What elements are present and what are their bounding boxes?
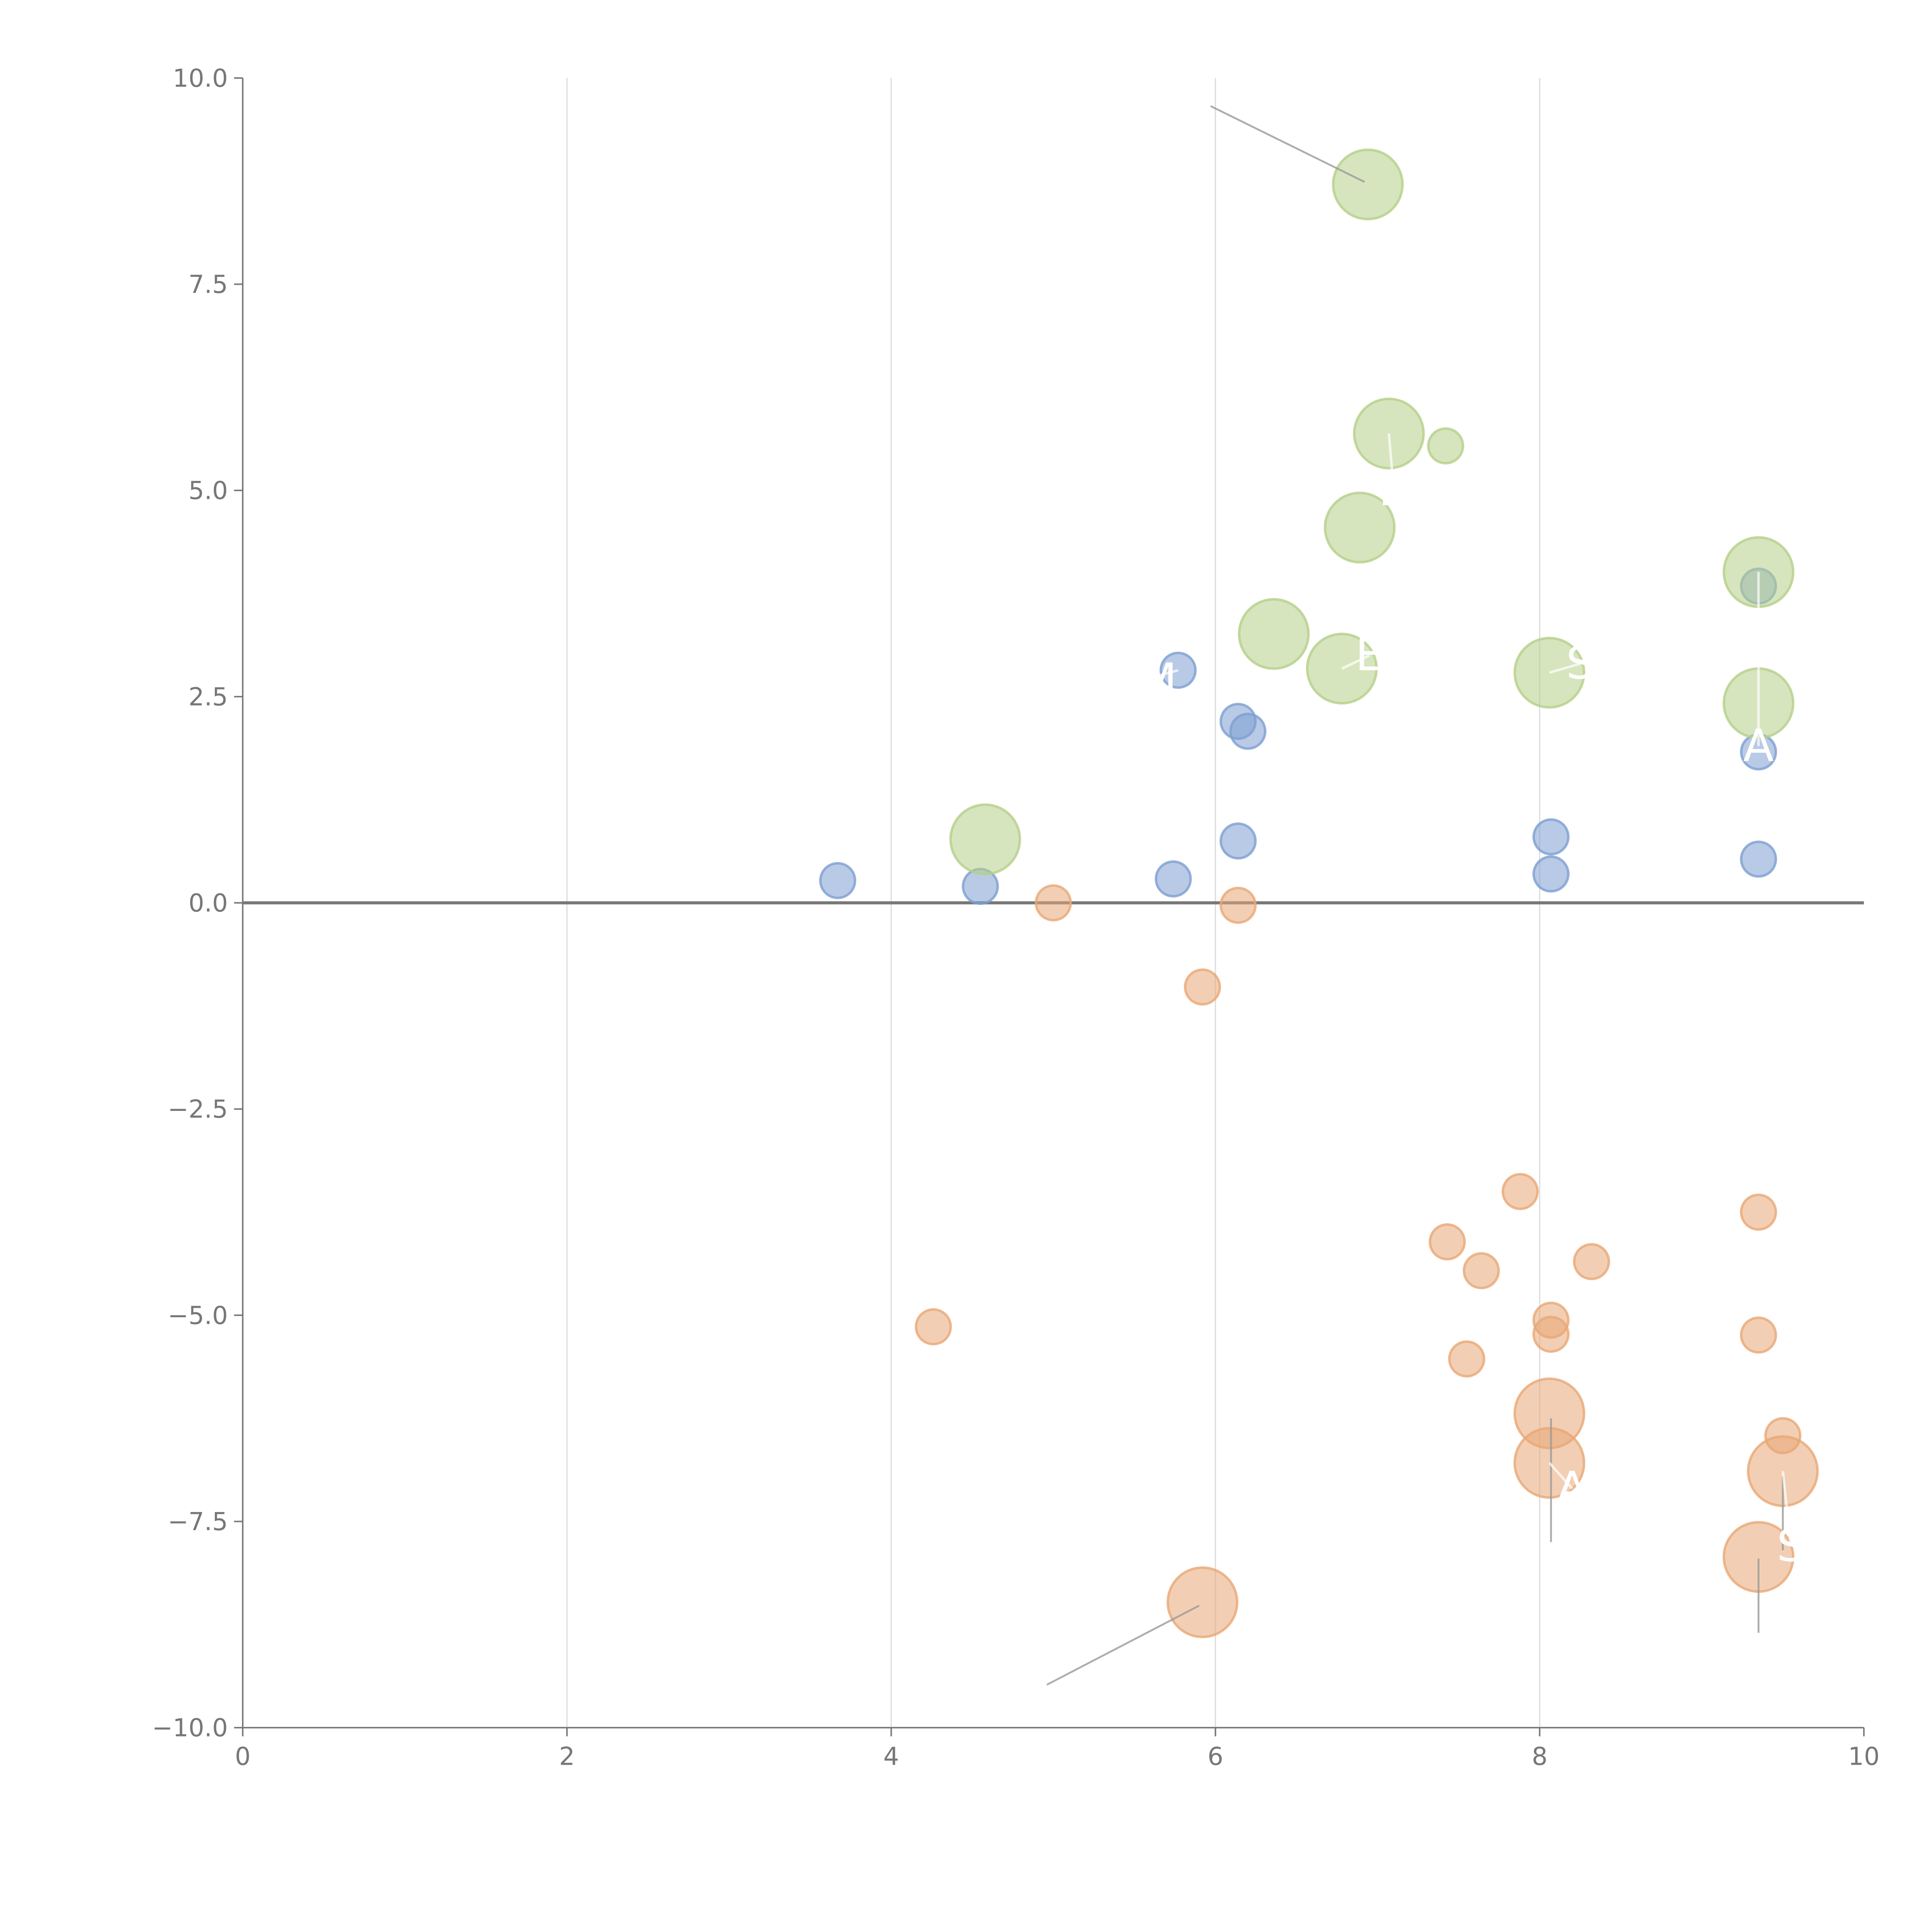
- point-green: [1238, 598, 1310, 670]
- y-tick-label: 7.5: [189, 270, 228, 299]
- point-green: [1332, 148, 1404, 221]
- x-tick-label: 8: [1532, 1742, 1548, 1771]
- annotation-leaders: [1046, 105, 1784, 1686]
- y-tick-label: 0.0: [189, 889, 228, 918]
- point-green: [1323, 492, 1396, 564]
- point-blue: [1532, 855, 1570, 893]
- point-orange: [1166, 1566, 1238, 1638]
- point-blue: [1155, 860, 1192, 898]
- annotation-label: B: [1378, 464, 1409, 516]
- point-orange: [1502, 1173, 1539, 1210]
- point-orange: [1219, 886, 1257, 924]
- x-tick-label: 6: [1208, 1742, 1223, 1771]
- x-tick-label: 4: [883, 1742, 899, 1771]
- point-orange: [1448, 1340, 1485, 1378]
- point-blue: [1740, 840, 1777, 878]
- point-orange: [915, 1308, 952, 1345]
- label-leader: [1549, 662, 1581, 674]
- axes: 0 2 4 6 8 10 −10.0 −7.5 −5.0 −2.5 0.0 2.5 5.0 7.5 10.0: [152, 64, 1879, 1771]
- point-orange: [1532, 1315, 1570, 1353]
- label-leader: [1341, 654, 1370, 670]
- x-tick-label: 2: [559, 1742, 575, 1771]
- point-orange: [1463, 1252, 1500, 1289]
- point-blue: [1532, 818, 1570, 855]
- annotation-label: A: [1557, 1463, 1587, 1514]
- annotation-label: AM: [1108, 654, 1177, 706]
- point-orange: [1429, 1223, 1466, 1260]
- x-tick-label: 10: [1848, 1742, 1880, 1771]
- x-tick-label: 0: [235, 1742, 251, 1771]
- annotation-label: S: [1566, 638, 1594, 689]
- label-leader: [1142, 669, 1179, 682]
- point-green: [949, 803, 1021, 876]
- y-tick-label: 5.0: [189, 477, 228, 505]
- label-leader: [1548, 1462, 1573, 1490]
- leader-line: [1046, 1605, 1200, 1686]
- y-tick-label: −5.0: [168, 1301, 228, 1330]
- point-blue: [1229, 713, 1267, 750]
- point-orange: [1740, 1316, 1777, 1354]
- y-tick-label: −7.5: [168, 1508, 228, 1536]
- point-orange: [1184, 968, 1221, 1006]
- point-blue: [819, 862, 857, 899]
- leader-line: [1210, 105, 1365, 183]
- y-tick-label: −2.5: [168, 1095, 228, 1124]
- point-orange: [1740, 1193, 1777, 1231]
- y-tick-label: −10.0: [152, 1714, 228, 1743]
- point-green: [1427, 427, 1464, 465]
- data-points: [819, 148, 1819, 1638]
- annotation-label: S: [1777, 1520, 1805, 1572]
- label-leader: [1781, 1471, 1793, 1546]
- annotation-label: E: [1355, 629, 1384, 681]
- y-tick-label: 10.0: [173, 64, 228, 93]
- label-leader: [1388, 433, 1395, 491]
- point-orange: [1573, 1243, 1610, 1281]
- point-orange: [1034, 884, 1072, 922]
- annotation-labels: AM B E S A A S: [1108, 433, 1805, 1572]
- annotation-label: A: [1743, 720, 1774, 772]
- point-blue: [1219, 822, 1257, 860]
- y-tick-label: 2.5: [189, 683, 228, 711]
